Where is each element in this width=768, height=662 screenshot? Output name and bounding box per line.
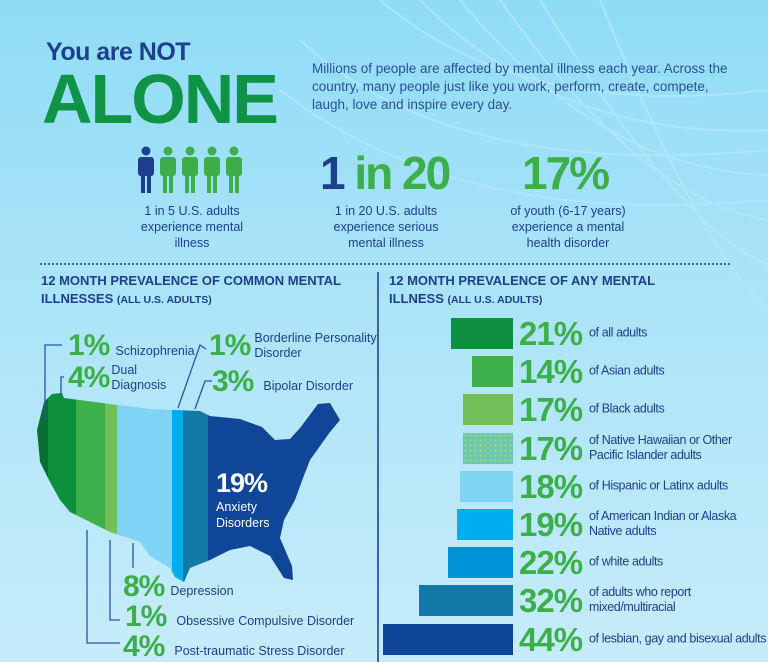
item-dual-diagnosis: 4% Dual Diagnosis xyxy=(68,363,171,393)
bar-category-label: of lesbian, gay and bisexual adults xyxy=(589,631,767,646)
item-anxiety: 19% Anxiety Disorders xyxy=(216,468,286,531)
bar-value-label: 17% xyxy=(519,391,583,429)
item-schizophrenia: 1% Schizophrenia xyxy=(68,331,195,361)
person-icon xyxy=(160,146,176,193)
item-ptsd: 4% Post-traumatic Stress Disorder xyxy=(123,632,345,662)
label: Bipolar Disorder xyxy=(263,379,353,393)
chart-subtitle: (ALL U.S. ADULTS) xyxy=(447,294,543,306)
bar-value-label: 44% xyxy=(519,620,583,658)
bar-category-label: of white adults xyxy=(589,554,663,569)
pct: 1% xyxy=(68,329,110,362)
bar-category-label: of Asian adults xyxy=(589,363,665,378)
left-title-text: 12 MONTH PREVALENCE OF COMMON MENTAL ILL… xyxy=(41,273,341,306)
person-icon xyxy=(226,146,242,193)
us-map xyxy=(37,343,340,644)
bar-category-label: of Black adults xyxy=(589,401,665,416)
person-icon xyxy=(204,146,220,193)
stat-3-value: 17% xyxy=(522,147,610,199)
pct: 19% xyxy=(216,468,268,498)
bar xyxy=(448,547,513,579)
map-stripe-dual-diagnosis xyxy=(48,393,76,582)
bar-category-label: of Native Hawaiian or Other Pacific Isla… xyxy=(589,432,732,462)
label: Post-traumatic Stress Disorder xyxy=(174,644,345,658)
bar-category-label: of American Indian or Alaska Native adul… xyxy=(589,509,737,538)
pct: 1% xyxy=(209,329,251,362)
chart-title: 12 MONTH PREVALENCE OF ANY MENTAL ILLNES… xyxy=(389,272,709,309)
pct: 1% xyxy=(125,600,167,633)
label: Anxiety Disorders xyxy=(216,500,270,530)
stat-2-value-b: in 20 xyxy=(343,147,451,199)
bar xyxy=(418,585,513,617)
item-borderline: 1% Borderline Personality Disorder xyxy=(209,331,384,361)
bar-value-label: 21% xyxy=(519,315,583,352)
map-stripe-bipolar xyxy=(183,393,208,582)
pct: 8% xyxy=(123,570,165,603)
person-icon xyxy=(182,146,198,193)
bar xyxy=(459,470,513,502)
label: Borderline Personality Disorder xyxy=(254,331,377,360)
bar xyxy=(451,318,513,349)
title-line-2: ALONE xyxy=(42,60,279,138)
bar-value-label: 19% xyxy=(519,506,583,543)
bar-value-label: 17% xyxy=(519,429,583,467)
bar-category-label: of all adults xyxy=(589,325,648,340)
stat-2-value-a: 1 xyxy=(320,147,346,199)
bar-category-label: of adults who report mixed/multiracial xyxy=(589,585,691,615)
chart-title-text: 12 MONTH PREVALENCE OF ANY MENTAL ILLNES… xyxy=(389,273,655,306)
column-divider xyxy=(377,272,379,662)
stat-1-caption: 1 in 5 U.S. adults experience mental ill… xyxy=(140,204,244,250)
item-depression: 8% Depression xyxy=(123,572,234,602)
stat-3-caption: of youth (6-17 years) experience a menta… xyxy=(510,204,626,250)
title-line-1: You are NOT xyxy=(46,38,191,66)
map-stripe-borderline xyxy=(172,393,183,582)
leader-lines xyxy=(44,343,212,644)
bar xyxy=(456,509,513,540)
intro-text: Millions of people are affected by menta… xyxy=(312,61,728,112)
label: Obsessive Compulsive Disorder xyxy=(176,614,355,628)
bar xyxy=(462,432,513,464)
label: Schizophrenia xyxy=(115,344,195,358)
left-subtitle: (ALL U.S. ADULTS) xyxy=(116,294,212,306)
map-stripe-ocd xyxy=(105,393,117,582)
pct: 3% xyxy=(212,365,254,398)
stat-2-caption: 1 in 20 U.S. adults experience serious m… xyxy=(333,204,439,250)
bar-value-label: 22% xyxy=(519,544,583,582)
map-stripe-depression xyxy=(117,393,172,582)
bar-value-label: 32% xyxy=(519,582,583,620)
pct: 4% xyxy=(68,361,110,394)
bar-value-label: 18% xyxy=(519,467,583,505)
label: Dual Diagnosis xyxy=(111,363,167,392)
label: Depression xyxy=(170,584,234,598)
people-icon xyxy=(138,146,242,193)
person-icon xyxy=(138,146,154,193)
section-divider xyxy=(40,263,730,265)
bar xyxy=(471,356,513,388)
bar xyxy=(383,623,513,655)
left-section-title: 12 MONTH PREVALENCE OF COMMON MENTAL ILL… xyxy=(41,272,361,309)
pct: 4% xyxy=(123,630,165,662)
stat-2-value: 1 in 20 xyxy=(320,147,451,199)
bar-category-label: of Hispanic or Latinx adults xyxy=(589,478,728,493)
map-stripe-ptsd xyxy=(76,393,105,582)
bar xyxy=(462,394,513,426)
item-bipolar: 3% Bipolar Disorder xyxy=(212,367,353,397)
item-ocd: 1% Obsessive Compulsive Disorder xyxy=(125,602,354,632)
bar-value-label: 14% xyxy=(519,353,583,391)
